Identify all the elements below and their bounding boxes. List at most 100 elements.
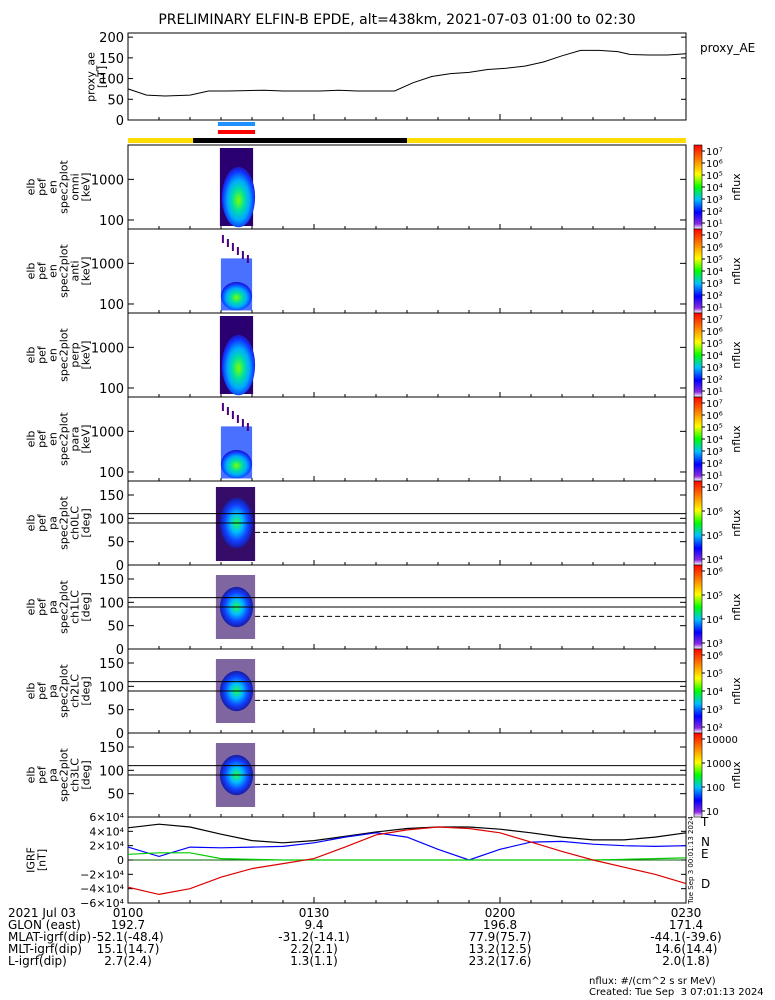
energy-spec-panel-3-ylabel-line: [keV] xyxy=(80,341,93,370)
energy-spec-panel-1-cb-tick-label: 10¹ xyxy=(706,219,723,230)
footer-cell: 15.1(14.7) xyxy=(96,942,160,956)
footer-cell: 2.2(2.1) xyxy=(290,942,338,956)
pa-spec-panel-1-cb-label: nflux xyxy=(730,509,743,537)
pa-spec-panel-4-ylabel-line: pef xyxy=(36,765,49,784)
footer-cell: 171.4 xyxy=(668,918,704,932)
pa-spec-panel-1-ylabel-line: elb xyxy=(25,515,38,532)
energy-spec-panel-1-cb-tick-label: 10⁶ xyxy=(706,159,723,170)
pa-spec-panel-4-ylabel-line: ch3LC xyxy=(69,758,82,792)
igrf-line-E xyxy=(127,852,687,861)
energy-spec-panel-2-cb-tick-label: 10⁴ xyxy=(706,267,723,278)
energy-spec-panel-1-ytick-label: 100 xyxy=(99,214,124,229)
orbit-bar-yellow xyxy=(128,138,194,143)
energy-spec-panel-4-cb-tick-label: 10³ xyxy=(706,447,723,458)
pa-spec-panel-1-ylabel-line: [deg] xyxy=(80,508,93,537)
energy-spec-panel-2-ylabel-line: en xyxy=(47,264,60,278)
energy-spec-panel-3-ylabel-line: pef xyxy=(36,345,49,364)
proxy-ae-ytick-label: 200 xyxy=(99,31,124,46)
igrf-ytick-label: 6×10⁴ xyxy=(89,811,124,824)
pa-spec-panel-4-cb-tick-label: 100 xyxy=(706,783,725,794)
proxy-ae-legend: proxy_AE xyxy=(700,41,755,55)
energy-spec-panel-4-cb-tick-label: 10² xyxy=(706,459,723,470)
energy-spec-panel-2-cb-label: nflux xyxy=(730,257,743,285)
energy-spec-panel-1-ytick-label: 1000 xyxy=(91,173,124,188)
energy-spec-panel-2-speckle xyxy=(221,235,224,243)
energy-spec-panel-1-ylabel-line: [keV] xyxy=(80,173,93,202)
energy-spec-panel-1-colorbar xyxy=(693,144,703,230)
energy-spec-panel-4-ylabel-line: [keV] xyxy=(80,425,93,454)
pa-spec-panel-3-ylabel-line: ch2LC xyxy=(69,674,82,708)
energy-spec-panel-4-speckle xyxy=(226,407,229,415)
proxy-ae-ytick-label: 50 xyxy=(107,93,124,108)
footer-cell: 192.7 xyxy=(110,918,146,932)
orbit-bar-black xyxy=(193,138,407,143)
energy-spec-panel-1-blob xyxy=(221,166,256,228)
igrf-ytick-label: 2×10⁴ xyxy=(89,840,124,853)
energy-spec-panel-3-frame xyxy=(127,312,687,398)
pa-spec-panel-4-ylabel-line: pa xyxy=(47,768,60,782)
pa-spec-panel-3-cb-label: nflux xyxy=(730,677,743,705)
pa-spec-panel-4-cb-tick-label: 1000 xyxy=(706,759,731,770)
energy-spec-panel-3-cb-tick-label: 10⁴ xyxy=(706,351,723,362)
energy-spec-panel-2-speckle xyxy=(241,251,244,259)
footer-cell: 0100 xyxy=(112,906,144,920)
energy-spec-panel-2-frame xyxy=(127,228,687,314)
pa-spec-panel-1-colorbar xyxy=(693,480,703,566)
footer-row-label: MLAT-igrf(dip) xyxy=(8,930,92,944)
energy-spec-panel-4-cb-label: nflux xyxy=(730,425,743,453)
pa-spec-panel-2-cb-tick-label: 10⁶ xyxy=(706,567,723,578)
energy-spec-panel-4-speckle xyxy=(231,411,234,419)
energy-spec-panel-4-ylabel-line: elb xyxy=(25,431,38,448)
energy-spec-panel-2-cb-tick-label: 10⁵ xyxy=(706,255,723,266)
pa-spec-panel-1-cb-tick-label: 10⁷ xyxy=(706,483,723,494)
energy-spec-panel-4-speckle xyxy=(221,403,224,411)
pa-spec-panel-2-ylabel-line: spec2plot xyxy=(58,580,71,634)
energy-spec-panel-2-cb-tick-label: 10³ xyxy=(706,279,723,290)
pa-spec-panel-1-ytick-label: 150 xyxy=(99,489,124,504)
footer-row-label: 2021 Jul 03 xyxy=(8,906,76,920)
energy-spec-panel-2-ylabel-line: anti xyxy=(69,260,82,281)
science-bar-blue xyxy=(217,122,256,126)
pa-spec-panel-3-ylabel-line: pef xyxy=(36,681,49,700)
energy-spec-panel-3-cb-tick-label: 10³ xyxy=(706,363,723,374)
pa-spec-panel-3-ytick-label: 100 xyxy=(99,680,124,695)
pa-spec-panel-3-ylabel-line: [deg] xyxy=(80,676,93,705)
footer-cell: 77.9(75.7) xyxy=(468,930,532,944)
pa-spec-panel-4-ytick-label: 50 xyxy=(107,788,124,803)
energy-spec-panel-1-cb-tick-label: 10⁵ xyxy=(706,171,723,182)
proxy-ae-frame xyxy=(127,32,687,121)
energy-spec-panel-2-cb-tick-label: 10¹ xyxy=(706,303,723,314)
footer-cell: 1.3(1.1) xyxy=(290,954,338,968)
proxy-ae-ytick-label: 0 xyxy=(116,114,124,129)
pa-spec-panel-2-cb-tick-label: 10⁵ xyxy=(706,591,723,602)
pa-spec-panel-1-cb-tick-label: 10⁴ xyxy=(706,555,723,566)
igrf-line-N xyxy=(127,832,687,861)
energy-spec-panel-3-blob xyxy=(221,334,256,396)
proxy-ae-ylabel-line: proxy_ae xyxy=(85,52,98,102)
pa-spec-panel-1-ylabel-line: pef xyxy=(36,513,49,532)
pa-spec-panel-2-ytick-label: 150 xyxy=(99,573,124,588)
energy-spec-panel-4-cb-tick-label: 10⁵ xyxy=(706,423,723,434)
pa-spec-panel-3-cb-tick-label: 10³ xyxy=(706,705,723,716)
energy-spec-panel-3-cb-tick-label: 10⁵ xyxy=(706,339,723,350)
energy-spec-panel-2-cb-tick-label: 10² xyxy=(706,291,723,302)
energy-spec-panel-1-ylabel-line: omni xyxy=(69,173,82,200)
pa-spec-panel-1-ytick-label: 0 xyxy=(116,559,124,574)
pa-spec-panel-1-ylabel-line: pa xyxy=(47,516,60,530)
orbit-bar-yellow xyxy=(407,138,686,143)
pa-spec-panel-2-ytick-label: 100 xyxy=(99,596,124,611)
pa-spec-panel-3-cb-tick-label: 10² xyxy=(706,723,723,734)
energy-spec-panel-3-ylabel-line: en xyxy=(47,348,60,362)
pa-spec-panel-2-cb-tick-label: 10⁴ xyxy=(706,615,723,626)
energy-spec-panel-3-colorbar xyxy=(693,312,703,398)
pa-spec-panel-3-ytick-label: 50 xyxy=(107,704,124,719)
energy-spec-panel-3-cb-label: nflux xyxy=(730,341,743,369)
energy-spec-panel-1-ylabel-line: elb xyxy=(25,179,38,196)
footer-cell: 14.6(14.4) xyxy=(654,942,718,956)
igrf-ytick-label: −2×10⁴ xyxy=(80,868,124,881)
plot-title: PRELIMINARY ELFIN-B EPDE, alt=438km, 202… xyxy=(158,12,635,28)
energy-spec-panel-1-cb-tick-label: 10⁴ xyxy=(706,183,723,194)
pa-spec-panel-2-ylabel-line: pef xyxy=(36,597,49,616)
pa-spec-panel-2-colorbar xyxy=(693,564,703,650)
